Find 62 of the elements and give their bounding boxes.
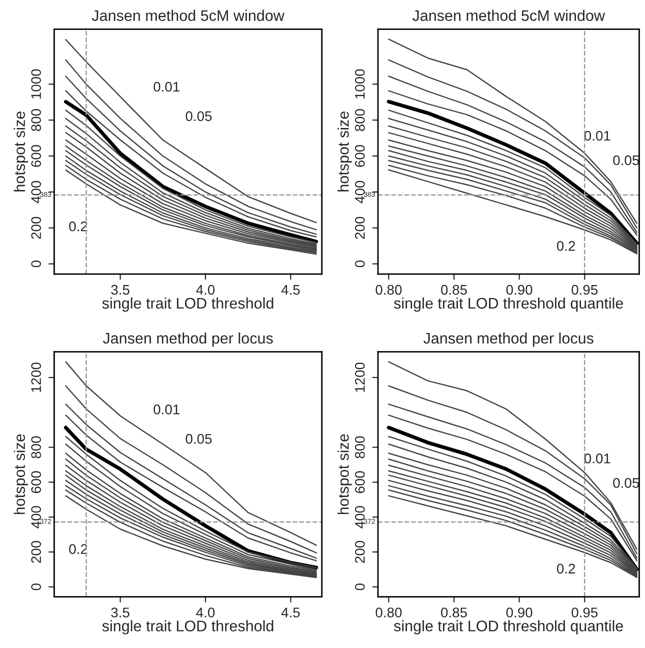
y-tick-label: 800 (354, 109, 365, 132)
y-tick-label: 200 (31, 540, 42, 563)
x-tick-label: 3.5 (111, 284, 130, 295)
x-tick-label: 0.90 (506, 284, 532, 295)
x-axis-title: single trait LOD threshold quantile (394, 620, 623, 634)
y-axis-title: hotspot size (14, 112, 28, 192)
x-tick-label: 0.90 (506, 608, 532, 618)
y-tick-label: 200 (354, 216, 365, 239)
chart-title: Jansen method 5cM window (92, 10, 284, 21)
x-tick-label: 0.80 (376, 284, 402, 295)
y-tick-label: 1200 (354, 362, 365, 392)
y-tick-label: 0 (354, 584, 365, 590)
y-tick-label: 1000 (31, 69, 42, 99)
x-tick-label: 0.95 (572, 608, 598, 618)
y-tick-label: 200 (31, 216, 42, 239)
x-tick-label: 0.85 (441, 284, 467, 295)
chart-title: Jansen method per locus (102, 332, 273, 347)
x-axis-title: single trait LOD threshold quantile (394, 297, 623, 312)
y-axis-title: hotspot size (14, 434, 28, 514)
annotation: 0.01 (154, 82, 180, 92)
annotation: 0.01 (584, 454, 610, 464)
annotation: 0.2 (69, 544, 88, 554)
y-tick-label: 800 (354, 436, 365, 458)
x-axis-title: single trait LOD threshold (102, 297, 274, 312)
x-tick-label: 0.95 (572, 284, 598, 295)
annotation: 0.01 (154, 404, 180, 414)
y-tick-label: 1200 (31, 362, 42, 392)
y-tick-label: 600 (354, 144, 365, 167)
annotation: 0.01 (584, 130, 610, 141)
annotation: 0.2 (556, 564, 576, 574)
y-tick-label: 400 (31, 506, 42, 528)
y-tick-label: 800 (31, 436, 42, 458)
x-tick-label: 0.85 (441, 608, 467, 618)
y-tick-label: 600 (354, 471, 365, 494)
y-tick-label: 0 (354, 260, 365, 268)
y-tick-label: 0 (31, 260, 42, 268)
x-tick-label: 0.80 (376, 608, 402, 618)
annotation: 0.05 (613, 155, 640, 166)
y-axis-title: hotspot size (338, 434, 352, 514)
y-tick-label: 600 (31, 471, 42, 494)
y-tick-label: 400 (354, 180, 365, 204)
annotation: 0.05 (186, 111, 212, 122)
annotation: 0.2 (69, 221, 88, 232)
y-tick-label: 200 (354, 540, 365, 563)
annotation: 0.05 (186, 434, 212, 444)
y-tick-label: 0 (31, 584, 42, 590)
chart-title: Jansen method per locus (423, 332, 594, 347)
annotation: 0.05 (613, 478, 640, 488)
y-tick-label: 800 (31, 109, 42, 132)
x-axis-title: single trait LOD threshold (102, 620, 274, 634)
x-tick-label: 4.5 (281, 285, 300, 295)
x-tick-label: 3.5 (111, 608, 130, 618)
x-tick-label: 4.5 (281, 608, 300, 618)
y-axis-title: hotspot size (338, 112, 352, 192)
x-tick-label: 4.0 (196, 608, 215, 618)
annotation: 0.2 (556, 241, 576, 251)
y-tick-label: 1000 (354, 69, 365, 99)
y-tick-label: 400 (354, 506, 365, 528)
x-tick-label: 4.0 (196, 284, 215, 295)
y-tick-label: 400 (31, 180, 42, 204)
chart-title: Jansen method 5cM window (412, 10, 606, 21)
y-tick-label: 600 (31, 144, 42, 167)
